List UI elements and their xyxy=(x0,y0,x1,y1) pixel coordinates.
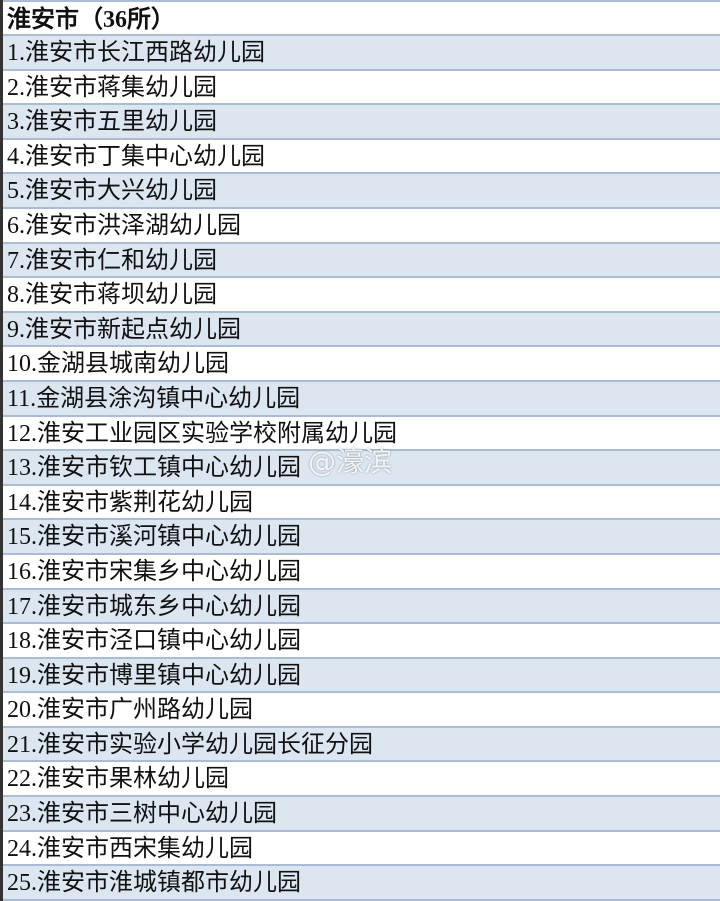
table-row: 7.淮安市仁和幼儿园 xyxy=(3,243,720,279)
table-row: 2.淮安市蒋集幼儿园 xyxy=(3,70,720,106)
table-row: 21.淮安市实验小学幼儿园长征分园 xyxy=(3,727,720,763)
table-row: 10.金湖县城南幼儿园 xyxy=(3,347,720,382)
table-row: 25.淮安市淮城镇都市幼儿园 xyxy=(3,866,720,901)
table-row: 9.淮安市新起点幼儿园 xyxy=(3,312,720,348)
table-row: 1.淮安市长江西路幼儿园 xyxy=(3,36,720,71)
table-row: 3.淮安市五里幼儿园 xyxy=(3,105,720,140)
table-row: 4.淮安市丁集中心幼儿园 xyxy=(3,139,720,175)
table-row: 15.淮安市溪河镇中心幼儿园 xyxy=(3,520,720,555)
table-row: 14.淮安市紫荆花幼儿园 xyxy=(3,485,720,521)
table-row: 17.淮安市城东乡中心幼儿园 xyxy=(3,589,720,625)
table-row: 13.淮安市钦工镇中心幼儿园 xyxy=(3,451,720,486)
table-row: 6.淮安市洪泽湖幼儿园 xyxy=(3,208,720,244)
table-row: 22.淮安市果林幼儿园 xyxy=(3,762,720,798)
watermark: @濠滨 xyxy=(308,445,393,478)
table-row: 5.淮安市大兴幼儿园 xyxy=(3,174,720,209)
table-row: 11.金湖县涂沟镇中心幼儿园 xyxy=(3,381,720,417)
table-header: 淮安市（36所） xyxy=(3,0,720,36)
table-row: 20.淮安市广州路幼儿园 xyxy=(3,693,720,728)
table-body: 1.淮安市长江西路幼儿园 2.淮安市蒋集幼儿园 3.淮安市五里幼儿园 4.淮安市丁集中… xyxy=(3,36,720,901)
table-row: 12.淮安工业园区实验学校附属幼儿园 xyxy=(3,416,720,452)
table-row: 8.淮安市蒋坝幼儿园 xyxy=(3,278,720,313)
table-row: 23.淮安市三树中心幼儿园 xyxy=(3,797,720,832)
table-row: 18.淮安市泾口镇中心幼儿园 xyxy=(3,624,720,659)
table-row: 24.淮安市西宋集幼儿园 xyxy=(3,831,720,867)
table-row: 16.淮安市宋集乡中心幼儿园 xyxy=(3,554,720,590)
table-row: 19.淮安市博里镇中心幼儿园 xyxy=(3,658,720,694)
